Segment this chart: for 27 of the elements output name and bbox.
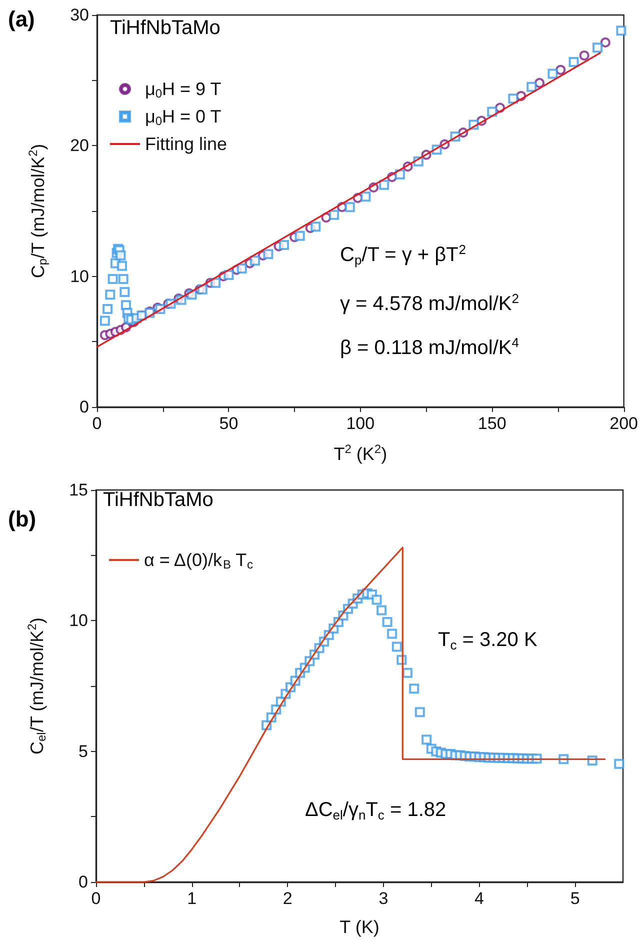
annotation: TiHfNbTaMo: [110, 17, 220, 39]
x-tick-label: 0: [91, 889, 101, 908]
x-tick-label: 5: [570, 889, 580, 908]
x-tick-label: 50: [219, 414, 238, 433]
x-tick-label: 4: [474, 889, 484, 908]
y-tick-label: 0: [78, 872, 88, 892]
x-tick-label: 200: [610, 414, 638, 433]
annotation: TiHfNbTaMo: [103, 489, 214, 511]
x-tick-label: 100: [346, 414, 375, 433]
x-tick-label: 2: [282, 889, 292, 908]
y-tick-label: 15: [69, 480, 88, 500]
x-tick-label: 150: [478, 414, 506, 433]
y-tick-label: 10: [69, 611, 88, 630]
x-tick-label: 1: [187, 889, 197, 908]
y-tick-label: 0: [80, 398, 89, 416]
y-tick-label: 30: [70, 6, 89, 24]
y-tick-label: 20: [70, 136, 89, 156]
x-tick-label: 3: [378, 889, 388, 908]
legend-label: Fitting line: [145, 134, 228, 154]
x-axis-title: T (K): [340, 917, 380, 937]
x-tick-label: 0: [92, 414, 102, 433]
text: (a): [8, 6, 35, 32]
y-tick-label: 10: [70, 266, 89, 286]
y-axis-title: Cel/T (mJ/mol/K2): [25, 617, 48, 754]
y-axis-title: Cp/T (mJ/mol/K2): [26, 144, 50, 278]
y-tick-label: 5: [78, 742, 88, 761]
text: (b): [8, 506, 36, 532]
